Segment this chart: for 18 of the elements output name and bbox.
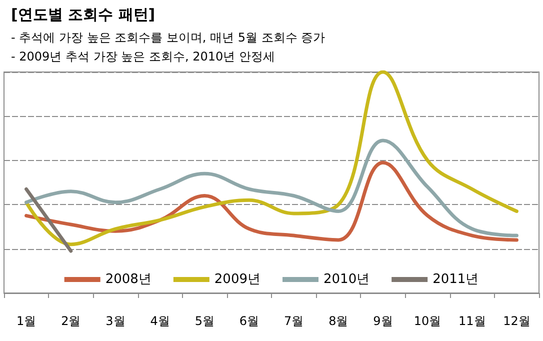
x-tick-label: 11월 [458,314,486,328]
chart-title: [연도별 조회수 패턴] [11,6,156,24]
x-tick-label: 9월 [373,314,393,328]
x-tick-label: 7월 [284,314,304,328]
x-tick-label: 10월 [414,314,442,328]
x-tick-label: 4월 [150,314,170,328]
x-tick-label: 3월 [106,314,126,328]
legend-label: 2010년 [324,272,370,287]
x-tick-label: 12월 [503,314,530,328]
legend-label: 2009년 [214,272,261,287]
legend-label: 2008년 [105,272,152,287]
x-tick-label: 5월 [194,314,214,328]
chart-subtitle: - 추석에 가장 높은 조회수를 보이며, 매년 5월 조회수 증가 - 2009년 추석 가장 높은 조회수, 2010년 안정세 [11,30,326,64]
x-tick-label: 6월 [239,314,260,328]
legend-label: 2011년 [432,272,479,287]
x-tick-label: 8월 [328,314,348,328]
x-tick-label: 1월 [16,314,36,328]
x-tick-label: 2월 [61,314,81,328]
